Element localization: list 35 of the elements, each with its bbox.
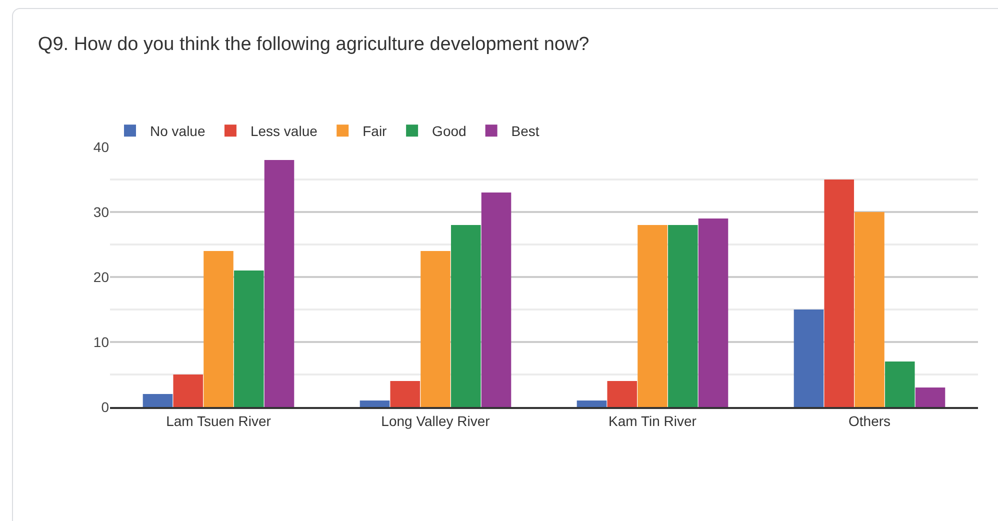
bar	[607, 381, 638, 407]
bar	[142, 394, 173, 407]
y-tick-label: 0	[101, 398, 110, 415]
bar	[824, 180, 854, 407]
bar	[264, 160, 294, 407]
bar	[794, 310, 824, 407]
x-tick-label: Long Valley River	[381, 412, 490, 429]
bar	[234, 270, 264, 407]
bar	[204, 251, 234, 407]
chart-title: Q9. How do you think the following agriculture development now?	[38, 34, 590, 55]
bar	[450, 225, 481, 407]
x-tick-label: Others	[848, 412, 891, 429]
bar	[884, 362, 915, 407]
legend-label: No value	[150, 123, 206, 140]
bar	[360, 400, 390, 407]
legend-label: Less value	[250, 123, 318, 140]
bar	[420, 251, 450, 407]
bar	[668, 225, 698, 407]
legend-label: Best	[511, 123, 540, 140]
legend-label: Good	[432, 123, 466, 140]
y-tick-label: 10	[93, 334, 110, 350]
x-tick-label: Kam Tin River	[608, 412, 697, 429]
bar	[698, 218, 728, 407]
bar	[638, 225, 668, 407]
y-tick-label: 40	[93, 138, 110, 155]
y-tick-label: 20	[93, 268, 110, 285]
bar	[173, 374, 204, 407]
bar	[390, 381, 420, 407]
bar	[576, 400, 607, 407]
bar	[481, 192, 512, 407]
bar	[915, 388, 946, 407]
y-tick-label: 30	[93, 204, 110, 220]
legend-label: Fair	[362, 123, 388, 140]
x-tick-label: Lam Tsuen River	[166, 412, 272, 429]
bar	[854, 212, 884, 407]
